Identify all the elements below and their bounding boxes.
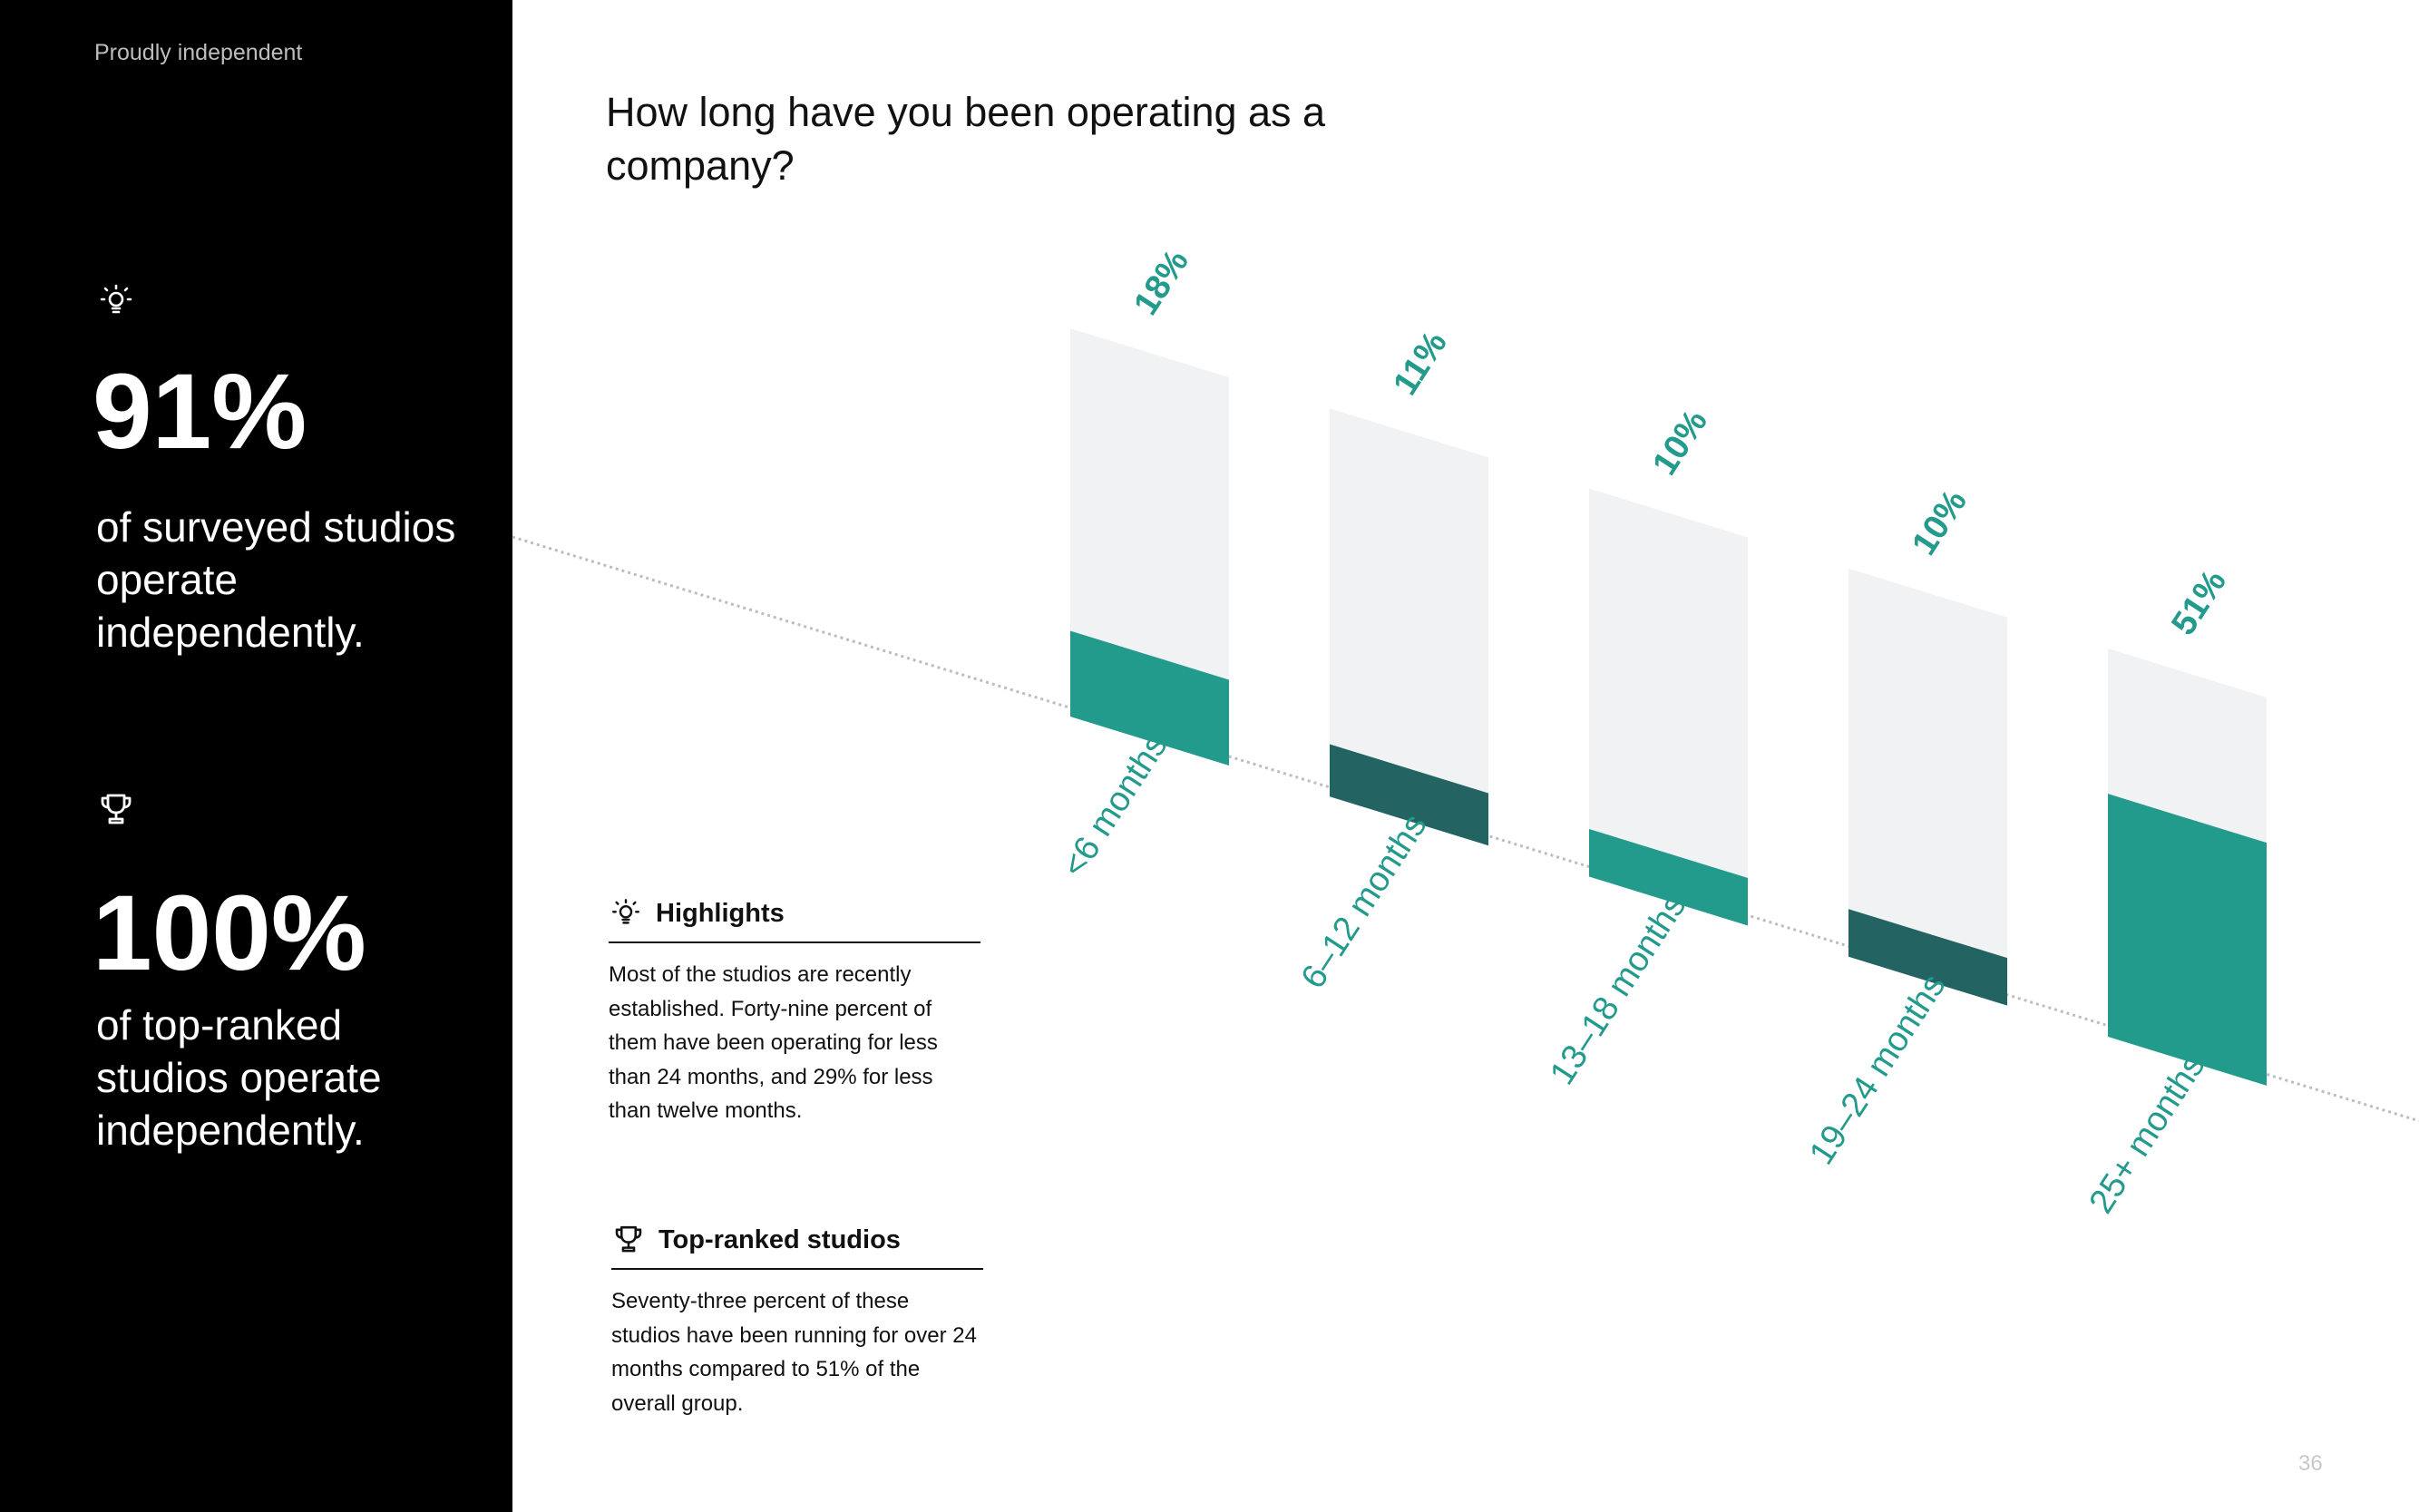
- category-label: 25+ months: [2082, 1048, 2213, 1220]
- trophy-icon: [96, 790, 136, 830]
- top-ranked-text: Seventy-three percent of these studios h…: [611, 1289, 977, 1416]
- lightbulb-icon: [96, 281, 136, 321]
- highlights-header: Highlights: [609, 893, 980, 943]
- bar: [2108, 794, 2267, 1086]
- value-label: 10%: [1905, 483, 1975, 562]
- sidebar: Proudly independent 91% of surveyed stud…: [0, 0, 512, 1512]
- top-ranked-header: Top-ranked studios: [611, 1219, 983, 1270]
- bar-background: [1330, 408, 1488, 846]
- trophy-icon: [611, 1223, 646, 1257]
- highlights-card: Highlights Most of the studios are recen…: [609, 893, 980, 1128]
- highlights-title: Highlights: [656, 898, 785, 928]
- top-ranked-title: Top-ranked studios: [658, 1224, 901, 1254]
- stat-top-ranked-value: 100%: [93, 873, 366, 993]
- stat-independent-value: 91%: [93, 352, 307, 472]
- value-label: 11%: [1386, 325, 1455, 402]
- category-label: 19–24 months: [1802, 968, 1953, 1172]
- top-ranked-card: Top-ranked studios Seventy-three percent…: [611, 1219, 983, 1420]
- highlights-text: Most of the studios are recently establi…: [609, 962, 938, 1123]
- chart-title: How long have you been operating as a co…: [606, 89, 1326, 189]
- category-label: 13–18 months: [1543, 887, 1693, 1091]
- lightbulb-icon: [609, 896, 643, 931]
- page-number: 36: [2298, 1451, 2323, 1476]
- value-label: 10%: [1645, 404, 1715, 483]
- bar: [1848, 909, 2007, 1006]
- bar: [1330, 744, 1488, 846]
- stat-independent-text: of surveyed studios operate independentl…: [96, 503, 456, 656]
- bar: [1589, 828, 1748, 926]
- brand-label: Proudly independent: [94, 40, 303, 65]
- category-label: <6 months: [1055, 727, 1175, 884]
- bar-background: [1848, 568, 2007, 1006]
- bar-background: [1589, 488, 1748, 926]
- bar: [1070, 630, 1229, 766]
- value-label: 18%: [1127, 243, 1196, 322]
- stat-top-ranked-text: of top-ranked studios operate independen…: [96, 1001, 382, 1154]
- category-label: 6–12 months: [1294, 807, 1435, 995]
- value-label: 51%: [2164, 563, 2234, 642]
